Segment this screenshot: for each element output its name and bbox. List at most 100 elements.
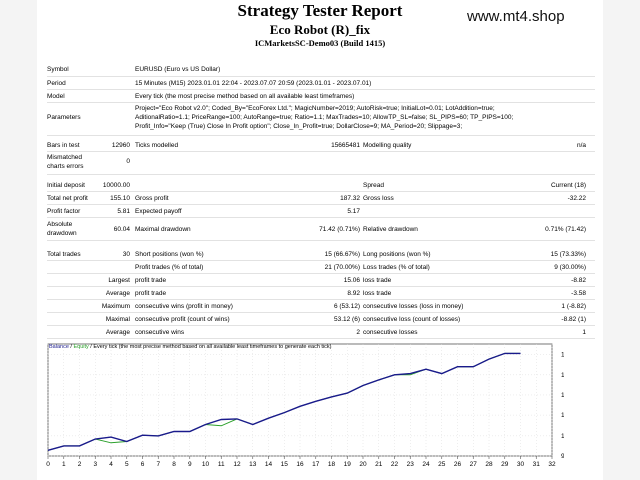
x-tick-label: 2 (78, 461, 82, 468)
row-divider (47, 260, 595, 261)
parameters-line-2: AditionalRatio=1.1; PriceRange=100; Auto… (135, 114, 514, 121)
parameters-line-1: Project="Eco Robot v2.0"; Coded_By="EcoF… (135, 105, 495, 112)
legend-balance: Balance (49, 344, 69, 350)
model-label: Model (47, 93, 65, 100)
x-tick-label: 20 (359, 461, 367, 468)
mismatch-label-2: charts errors (47, 163, 84, 170)
max-consecutive-wins-value: 6 (53.12) (333, 303, 360, 310)
x-tick-label: 30 (517, 461, 525, 468)
y-tick-label: 9992 (561, 453, 564, 460)
watermark-url: www.mt4.shop (467, 8, 565, 25)
short-positions-label: Short positions (won %) (135, 251, 204, 258)
net-profit-value: 155.10 (110, 195, 130, 202)
ea-name: Eco Robot (R)_fix (269, 22, 371, 37)
expected-payoff-label: Expected payoff (135, 208, 182, 215)
row-divider (47, 191, 595, 192)
average-label: Average (105, 290, 130, 297)
x-tick-label: 31 (533, 461, 541, 468)
ticks-value: 15665481 (331, 142, 360, 149)
row-divider (47, 89, 595, 90)
x-tick-label: 18 (328, 461, 336, 468)
max-consecutive-losses-value: 1 (-8.82) (561, 303, 586, 310)
absolute-drawdown-value: 60.04 (113, 226, 130, 233)
mismatch-label-1: Mismatched (47, 154, 83, 161)
x-tick-label: 21 (375, 461, 383, 468)
average-profit-trade-label: profit trade (135, 290, 167, 297)
balance-equity-chart: 0 1 2 3 4 5 6 7 8 9 10 11 12 13 14 15 16 17 18 19 20 21 22 23 24… (46, 343, 564, 468)
row-divider (47, 312, 595, 313)
x-tick-label: 3 (93, 461, 97, 468)
row-divider (47, 102, 595, 103)
x-tick-label: 12 (233, 461, 241, 468)
loss-trades-value: 9 (30.00%) (554, 264, 586, 271)
x-tick-label: 14 (265, 461, 273, 468)
y-tick-label: 10089 (561, 392, 564, 399)
max-consecutive-wins-label: consecutive wins (profit in money) (135, 303, 233, 310)
y-tick-label: 10057 (561, 412, 564, 419)
x-tick-label: 9 (188, 461, 192, 468)
maximum-label: Maximum (101, 303, 130, 310)
balance-line (47, 352, 521, 451)
gross-loss-value: -32.22 (567, 195, 586, 202)
profit-factor-value: 5.81 (117, 208, 130, 215)
row-divider (47, 325, 595, 326)
average-consecutive-losses-label: consecutive losses (363, 329, 418, 336)
row-divider (47, 217, 595, 218)
absolute-drawdown-label-1: Absolute (47, 221, 73, 228)
relative-drawdown-value: 0.71% (71.42) (545, 226, 586, 233)
total-trades-value: 30 (122, 251, 130, 258)
x-tick-label: 24 (422, 461, 430, 468)
row-divider (47, 174, 595, 175)
legend-description: / Every tick (the most precise method ba… (88, 344, 332, 350)
server-build: ICMarketsSC-Demo03 (Build 1415) (254, 38, 386, 48)
mismatch-value: 0 (126, 158, 130, 165)
short-positions-value: 15 (66.67%) (324, 251, 360, 258)
largest-label: Largest (108, 277, 130, 284)
net-profit-label: Total net profit (47, 195, 88, 202)
profit-trades-label: Profit trades (% of total) (135, 264, 204, 271)
spread-label: Spread (363, 182, 384, 189)
chart-legend: Balance / Equity / Every tick (the most … (49, 344, 332, 350)
x-tick-label: 11 (218, 461, 225, 468)
long-positions-value: 15 (73.33%) (550, 251, 586, 258)
relative-drawdown-label: Relative drawdown (363, 226, 418, 233)
long-positions-label: Long positions (won %) (363, 251, 431, 258)
average-consecutive-wins-label: consecutive wins (135, 329, 185, 336)
row-divider (47, 151, 595, 152)
x-tick-label: 0 (46, 461, 50, 468)
x-tick-label: 8 (172, 461, 176, 468)
maximal-consecutive-loss-label: consecutive loss (count of losses) (363, 316, 461, 323)
average-loss-trade-label: loss trade (363, 290, 392, 297)
average-consecutive-wins-value: 2 (356, 329, 360, 336)
average-consecutive-losses-value: 1 (582, 329, 586, 336)
x-tick-label: 26 (454, 461, 462, 468)
x-tick-label: 4 (109, 461, 113, 468)
x-tick-label: 17 (312, 461, 320, 468)
parameters-label: Parameters (47, 114, 81, 121)
average-loss-trade-value: -3.58 (571, 290, 586, 297)
legend-slash: / (68, 344, 74, 350)
profit-trades-value: 21 (70.00%) (324, 264, 360, 271)
maximal-drawdown-value: 71.42 (0.71%) (319, 226, 360, 233)
x-tick-label: 5 (125, 461, 129, 468)
parameters-line-3: Profit_Info="Keep (True) Close In Profit… (135, 123, 463, 130)
bars-label: Bars in test (47, 142, 80, 149)
y-tick-label: 10121 (561, 372, 564, 379)
quality-value: n/a (576, 142, 586, 149)
row-divider (47, 338, 595, 339)
row-divider (47, 204, 595, 205)
gross-loss-label: Gross loss (363, 195, 394, 202)
report-title: Strategy Tester Report (237, 1, 403, 20)
maximal-consecutive-profit-value: 53.12 (6) (333, 316, 360, 323)
x-tick-label: 25 (438, 461, 446, 468)
x-tick-label: 22 (391, 461, 399, 468)
largest-profit-trade-value: 15.06 (343, 277, 360, 284)
x-tick-label: 32 (548, 461, 556, 468)
row-divider (47, 299, 595, 300)
expected-payoff-value: 5.17 (347, 208, 360, 215)
row-divider (47, 76, 595, 77)
x-tick-label: 7 (156, 461, 160, 468)
maximal-label: Maximal (105, 316, 130, 323)
chart-plot-area (47, 343, 553, 457)
x-tick-label: 19 (344, 461, 352, 468)
